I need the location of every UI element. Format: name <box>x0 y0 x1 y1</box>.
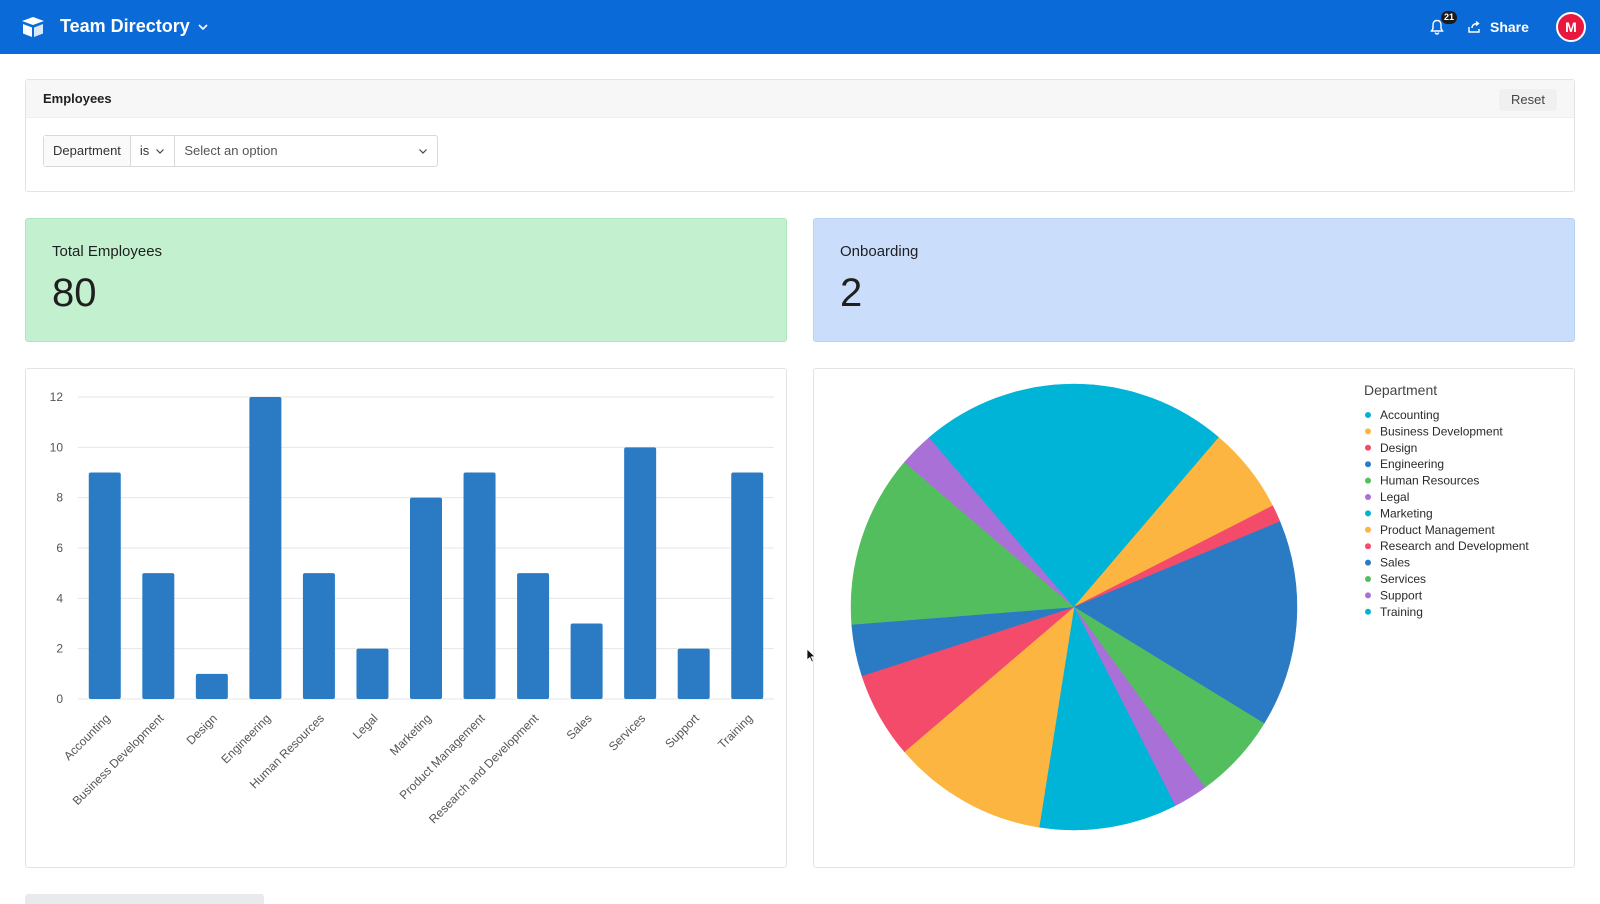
next-panel-stub <box>25 894 264 904</box>
department-filter: Department is Select an option <box>43 135 439 167</box>
x-tick-label: Support <box>662 711 702 751</box>
share-label: Share <box>1490 19 1529 35</box>
legend-item-sales[interactable]: Sales <box>1380 556 1410 570</box>
x-tick-label: Research and Development <box>426 711 542 827</box>
total-employees-value: 80 <box>52 271 97 315</box>
y-tick-label: 12 <box>50 390 64 404</box>
legend-item-services[interactable]: Services <box>1380 572 1426 586</box>
legend-swatch <box>1365 608 1371 615</box>
department-pie-chart: Department Accounting Business Development… <box>850 382 1529 831</box>
pie-slice-accounting[interactable] <box>1073 383 1220 608</box>
y-tick-label: 4 <box>56 591 63 605</box>
bar-services[interactable] <box>624 447 657 699</box>
legend-swatch <box>1365 461 1371 468</box>
x-tick-label: Accounting <box>61 711 113 763</box>
x-tick-label: Engineering <box>218 711 273 766</box>
total-employees-card: Total Employees 80 <box>25 218 787 342</box>
x-tick-label: Services <box>606 711 648 753</box>
bar-accounting[interactable] <box>88 472 121 700</box>
legend-item-design[interactable]: Design <box>1380 441 1417 455</box>
filter-field-label: Department <box>44 136 131 166</box>
reset-button[interactable]: Reset <box>1499 89 1557 111</box>
filter-value-placeholder: Select an option <box>184 143 278 158</box>
share-button[interactable]: Share <box>1466 16 1529 38</box>
notification-count-badge: 21 <box>1441 11 1458 24</box>
y-tick-label: 0 <box>56 692 63 706</box>
y-tick-label: 2 <box>56 642 63 656</box>
notification-bell-icon[interactable] <box>1428 18 1446 36</box>
bar-marketing[interactable] <box>410 497 442 699</box>
legend-swatch <box>1365 526 1371 533</box>
total-employees-label: Total Employees <box>52 243 163 260</box>
legend-swatch <box>1365 412 1371 418</box>
legend-item-human-resources[interactable]: Human Resources <box>1380 474 1479 488</box>
pie-slice-engineering[interactable] <box>1073 521 1298 724</box>
onboarding-value: 2 <box>840 271 863 315</box>
app-title[interactable]: Team Directory <box>60 16 190 36</box>
user-avatar[interactable]: M <box>1556 12 1586 42</box>
onboarding-card: Onboarding 2 <box>813 218 1575 342</box>
bar-sales[interactable] <box>570 623 603 700</box>
filter-value-select[interactable]: Select an option <box>175 136 437 166</box>
legend-item-support[interactable]: Support <box>1380 588 1423 602</box>
x-tick-label: Business Development <box>70 711 167 808</box>
y-tick-label: 10 <box>50 440 64 454</box>
legend-swatch <box>1365 444 1371 451</box>
onboarding-label: Onboarding <box>840 243 919 260</box>
legend-item-business-development[interactable]: Business Development <box>1380 424 1503 438</box>
x-tick-label: Legal <box>350 711 381 742</box>
filter-operator-label: is <box>139 143 150 158</box>
filter-operator-dropdown[interactable]: is <box>131 136 176 166</box>
legend-item-accounting[interactable]: Accounting <box>1380 408 1439 422</box>
y-tick-label: 8 <box>56 491 63 505</box>
bar-chart-panel: 0 2 4 6 8 10 12 Accounting Business Development D… <box>25 368 787 868</box>
legend-swatch <box>1365 477 1371 484</box>
bar-support[interactable] <box>677 648 710 699</box>
legend-item-product-management[interactable]: Product Management <box>1380 523 1495 537</box>
top-bar: Team Directory 21 Share M <box>0 0 1600 54</box>
filter-title: Employees <box>43 91 112 106</box>
pie-slice-services[interactable] <box>850 461 1075 625</box>
filter-header: Employees Reset <box>26 80 1574 118</box>
legend-item-legal[interactable]: Legal <box>1380 490 1409 504</box>
legend-item-marketing[interactable]: Marketing <box>1380 506 1433 520</box>
x-tick-label: Sales <box>564 711 595 742</box>
legend-swatch <box>1365 559 1371 566</box>
bar-product-management[interactable] <box>463 472 496 700</box>
chevron-down-icon[interactable] <box>197 21 209 33</box>
legend-swatch <box>1365 428 1371 435</box>
legend-swatch <box>1365 510 1371 517</box>
share-icon <box>1468 20 1480 33</box>
bar-design[interactable] <box>195 673 228 699</box>
pie-slice-marketing[interactable] <box>1038 606 1176 831</box>
legend-swatch <box>1365 543 1371 550</box>
bar-legal[interactable] <box>356 648 389 699</box>
pie-chart-panel: Department Accounting Business Development… <box>813 368 1575 868</box>
chevron-down-icon <box>419 149 428 154</box>
bar-engineering[interactable] <box>249 397 282 699</box>
legend-swatch <box>1365 576 1371 582</box>
x-tick-label: Marketing <box>387 711 434 758</box>
bar-business-development[interactable] <box>142 573 175 699</box>
legend-item-engineering[interactable]: Engineering <box>1380 457 1444 471</box>
bar-training[interactable] <box>731 472 764 700</box>
filter-panel: Employees Reset Department is Select an … <box>25 79 1575 192</box>
bar-research-and-development[interactable] <box>517 573 550 699</box>
legend-swatch <box>1365 592 1371 599</box>
pie-slice-training[interactable] <box>928 383 1075 608</box>
legend-title: Department <box>1364 382 1437 398</box>
app-logo-icon[interactable] <box>20 15 46 39</box>
mouse-cursor-icon <box>806 648 816 663</box>
legend-item-research-and-development[interactable]: Research and Development <box>1380 539 1529 553</box>
legend-swatch <box>1365 494 1371 500</box>
bar-human-resources[interactable] <box>302 573 335 699</box>
pie-slice-product-management[interactable] <box>904 606 1075 828</box>
chevron-down-icon <box>156 149 165 154</box>
x-tick-label: Design <box>184 711 220 747</box>
y-tick-label: 6 <box>56 541 63 555</box>
legend-item-training[interactable]: Training <box>1380 605 1423 619</box>
x-tick-label: Training <box>715 711 755 751</box>
